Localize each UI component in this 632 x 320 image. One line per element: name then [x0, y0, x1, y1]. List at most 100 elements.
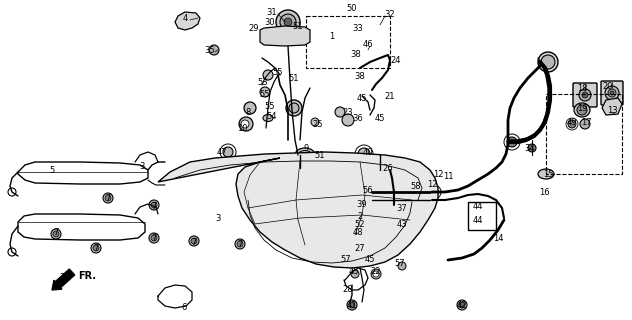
Text: 29: 29 — [249, 23, 259, 33]
Polygon shape — [602, 98, 622, 115]
Text: 45: 45 — [349, 268, 359, 276]
Text: 12: 12 — [433, 170, 443, 179]
Bar — [306, 16, 390, 68]
Text: 7: 7 — [237, 239, 243, 249]
Circle shape — [260, 87, 270, 97]
Circle shape — [311, 118, 319, 126]
Text: 24: 24 — [391, 55, 401, 65]
Circle shape — [347, 300, 357, 310]
Text: 17: 17 — [581, 117, 592, 126]
Ellipse shape — [367, 161, 389, 175]
Bar — [546, 94, 622, 174]
Text: 2: 2 — [357, 212, 363, 220]
Bar — [468, 202, 496, 230]
Circle shape — [223, 147, 233, 157]
Circle shape — [91, 243, 101, 253]
Circle shape — [276, 10, 300, 34]
Text: 55: 55 — [265, 101, 276, 110]
Text: 36: 36 — [353, 114, 363, 123]
Circle shape — [459, 302, 465, 308]
Text: 38: 38 — [355, 71, 365, 81]
Ellipse shape — [538, 169, 554, 179]
Circle shape — [342, 114, 354, 126]
Circle shape — [582, 92, 588, 98]
Text: 5: 5 — [49, 165, 54, 174]
Circle shape — [579, 89, 591, 101]
Circle shape — [541, 55, 555, 69]
Polygon shape — [260, 26, 310, 46]
Text: 48: 48 — [353, 228, 363, 236]
Text: 52: 52 — [355, 220, 365, 228]
Text: 28: 28 — [343, 285, 353, 294]
Circle shape — [413, 187, 423, 197]
Text: 16: 16 — [538, 188, 549, 196]
Circle shape — [191, 238, 197, 244]
Circle shape — [393, 205, 403, 215]
Text: 44: 44 — [473, 202, 483, 211]
FancyBboxPatch shape — [573, 83, 597, 107]
Circle shape — [284, 18, 292, 26]
Circle shape — [149, 200, 159, 210]
Text: 57: 57 — [395, 260, 405, 268]
Circle shape — [239, 117, 253, 131]
Text: 7: 7 — [191, 237, 197, 246]
Text: 53: 53 — [258, 77, 269, 86]
Text: 31: 31 — [267, 7, 277, 17]
Circle shape — [237, 241, 243, 247]
Text: 18: 18 — [576, 84, 587, 92]
Text: 55: 55 — [273, 68, 283, 76]
Circle shape — [580, 119, 590, 129]
Text: 20: 20 — [603, 82, 613, 91]
Circle shape — [189, 236, 199, 246]
Text: 6: 6 — [181, 303, 186, 313]
Text: 14: 14 — [493, 234, 503, 243]
Text: 43: 43 — [397, 220, 407, 228]
Text: 44: 44 — [473, 215, 483, 225]
Text: 7: 7 — [151, 202, 157, 211]
Circle shape — [568, 120, 576, 128]
FancyArrow shape — [52, 269, 75, 290]
Polygon shape — [175, 12, 200, 30]
Text: 25: 25 — [313, 119, 323, 129]
Circle shape — [355, 245, 365, 255]
Circle shape — [241, 120, 249, 128]
Text: 50: 50 — [347, 4, 357, 12]
Circle shape — [538, 52, 558, 72]
Circle shape — [151, 202, 157, 208]
Text: 32: 32 — [385, 10, 395, 19]
Text: 47: 47 — [217, 148, 228, 156]
Text: 7: 7 — [53, 228, 59, 236]
Circle shape — [360, 212, 368, 220]
Text: 41: 41 — [347, 301, 357, 310]
Text: 22: 22 — [371, 268, 381, 276]
Circle shape — [149, 233, 159, 243]
Circle shape — [93, 245, 99, 251]
Text: 23: 23 — [343, 108, 353, 116]
Text: 35: 35 — [205, 45, 216, 54]
Circle shape — [335, 107, 345, 117]
Circle shape — [610, 91, 614, 95]
Text: 27: 27 — [355, 244, 365, 252]
Circle shape — [373, 271, 379, 277]
Circle shape — [507, 137, 517, 147]
Circle shape — [235, 239, 245, 249]
Text: 56: 56 — [363, 186, 374, 195]
Circle shape — [360, 228, 368, 236]
Circle shape — [608, 89, 616, 97]
Text: 7: 7 — [106, 194, 111, 203]
Text: 51: 51 — [289, 74, 299, 83]
Ellipse shape — [370, 164, 386, 172]
Text: 11: 11 — [443, 172, 453, 180]
Circle shape — [209, 45, 219, 55]
Text: 40: 40 — [363, 148, 374, 156]
Text: 42: 42 — [457, 301, 467, 310]
Circle shape — [51, 229, 61, 239]
Circle shape — [244, 102, 256, 114]
Circle shape — [360, 201, 368, 209]
Text: 26: 26 — [383, 164, 393, 172]
Text: 7: 7 — [151, 234, 157, 243]
Circle shape — [371, 269, 381, 279]
Text: 3: 3 — [216, 213, 221, 222]
Text: 33: 33 — [353, 23, 363, 33]
Circle shape — [312, 154, 320, 162]
